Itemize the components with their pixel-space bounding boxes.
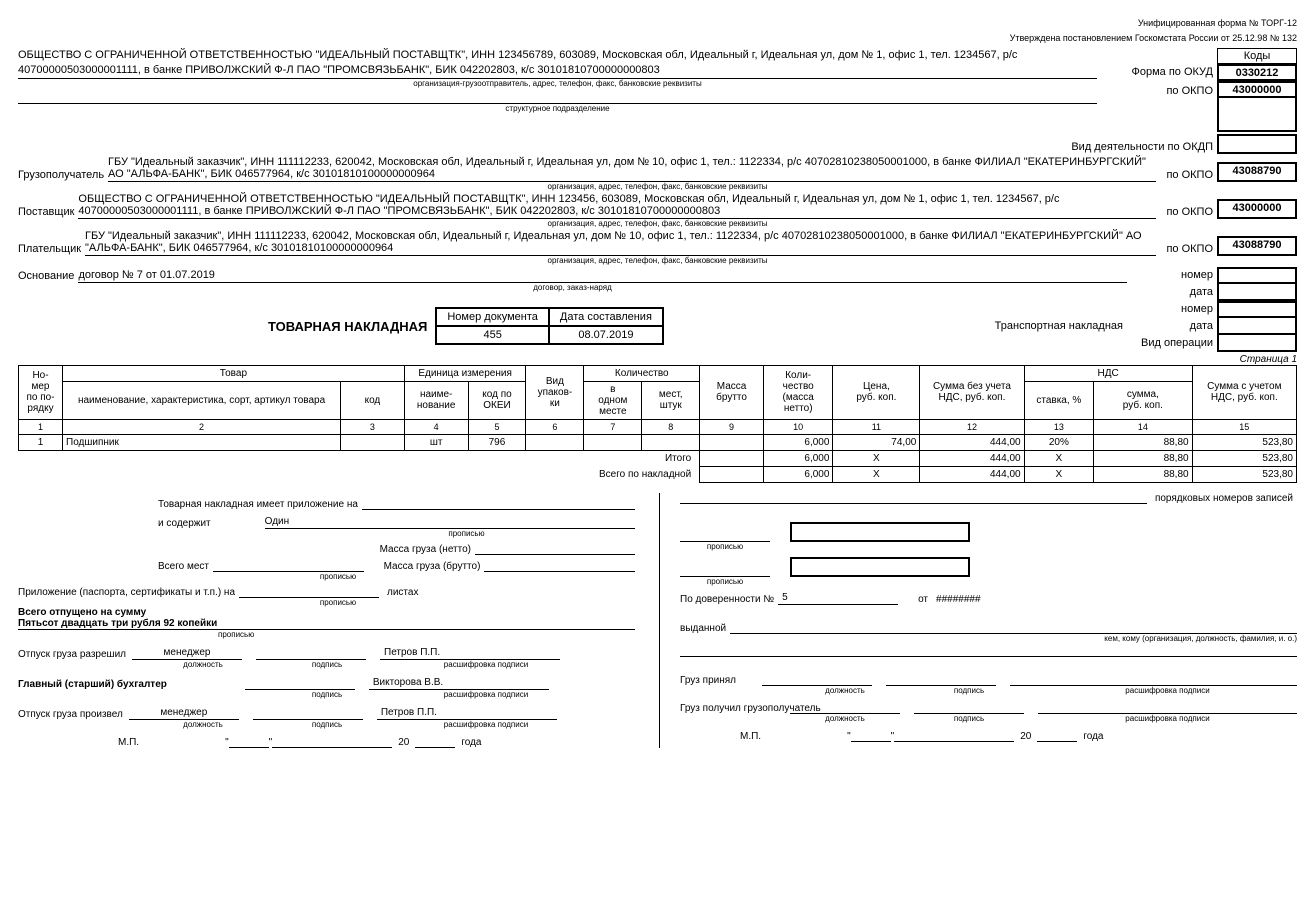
okud-label: Форма по ОКУД	[1097, 63, 1217, 82]
basis-sub: договор, заказ-наряд	[18, 283, 1127, 292]
page-number: Страница 1	[18, 354, 1297, 365]
codes-title: Коды	[1217, 48, 1297, 64]
payer-sub: организация, адрес, телефон, факс, банко…	[218, 256, 1097, 265]
supplier-sub: организация, адрес, телефон, факс, банко…	[218, 219, 1097, 228]
doc-title: ТОВАРНАЯ НАКЛАДНАЯ	[268, 319, 427, 334]
doc-number-table: Номер документаДата составления 45508.07…	[435, 307, 664, 345]
payer-label: Плательщик	[18, 243, 85, 256]
form-header-1: Унифицированная форма № ТОРГ-12	[18, 18, 1297, 29]
bottom-left: Товарная накладная имеет приложение на и…	[18, 493, 635, 748]
consignee-sub: организация, адрес, телефон, факс, банко…	[218, 182, 1097, 191]
consignee-okpo-label: по ОКПО	[1156, 169, 1217, 182]
total-label: Всего отпущено на сумму	[18, 607, 635, 618]
struct-sub: структурное подразделение	[18, 104, 1097, 113]
okdp-label: Вид деятельности по ОКДП	[1061, 141, 1217, 154]
consignee-okpo: 43088790	[1217, 162, 1297, 182]
vid-op-label: Вид операции	[1127, 337, 1217, 349]
payer-okpo-label: по ОКПО	[1156, 243, 1217, 256]
bottom-right: порядковых номеров записей прописью проп…	[659, 493, 1297, 748]
okpo-label: по ОКПО	[1097, 82, 1217, 101]
tn-label: Транспортная накладная	[995, 320, 1127, 332]
sender-sub: организация-грузоотправитель, адрес, тел…	[18, 79, 1097, 88]
okud-code: 0330212	[1217, 64, 1297, 81]
data-label: дата	[1127, 286, 1217, 298]
total-words: Пятьсот двадцать три рубля 92 копейки	[18, 618, 635, 630]
okdp-code	[1217, 134, 1297, 154]
supplier-okpo: 43000000	[1217, 199, 1297, 219]
basis-label: Основание	[18, 270, 78, 283]
nomer-label: номер	[1127, 269, 1217, 281]
supplier: ОБЩЕСТВО С ОГРАНИЧЕННОЙ ОТВЕТСТВЕННОСТЬЮ…	[78, 193, 1156, 219]
basis: договор № 7 от 01.07.2019	[78, 269, 1127, 283]
supplier-okpo-label: по ОКПО	[1156, 206, 1217, 219]
sender-org: ОБЩЕСТВО С ОГРАНИЧЕННОЙ ОТВЕТСТВЕННОСТЬЮ…	[18, 48, 1097, 80]
consignee-label: Грузополучатель	[18, 169, 108, 182]
form-header-2: Утверждена постановлением Госкомстата Ро…	[18, 33, 1297, 44]
supplier-label: Поставщик	[18, 206, 78, 219]
items-table: Но- мер по по- рядку Товар Единица измер…	[18, 365, 1297, 483]
consignee: ГБУ "Идеальный заказчик", ИНН 111112233,…	[108, 156, 1156, 182]
payer: ГБУ "Идеальный заказчик", ИНН 111112233,…	[85, 230, 1156, 256]
table-row: 1 Подшипник шт 796 6,000 74,00 444,00 20…	[19, 434, 1297, 450]
okpo-code: 43000000	[1217, 81, 1297, 98]
payer-okpo: 43088790	[1217, 236, 1297, 256]
